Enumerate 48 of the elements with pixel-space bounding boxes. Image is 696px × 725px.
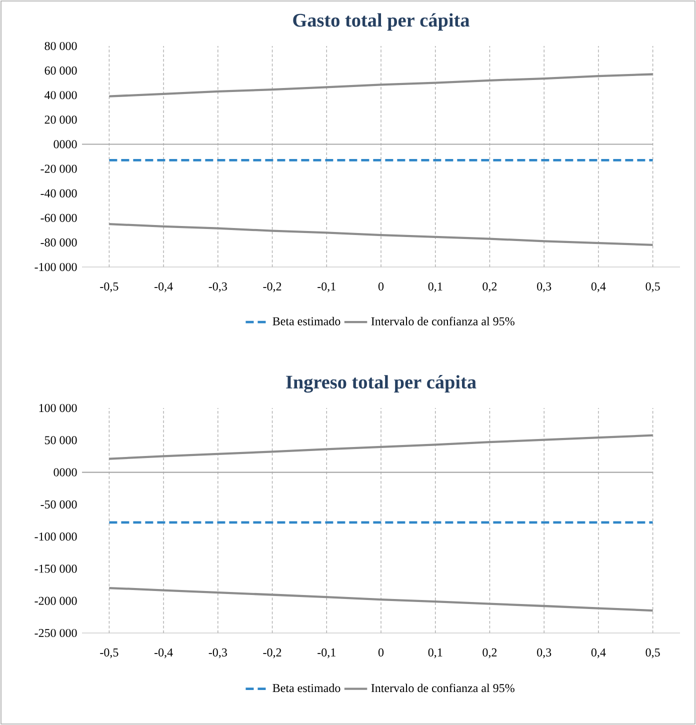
x-tick-label: -0,4 (154, 282, 173, 292)
y-tick-label: -150 000 (34, 564, 77, 573)
legend-label: Intervalo de confianza al 95% (371, 684, 514, 692)
x-tick-label: 0,4 (591, 282, 606, 292)
x-tick-label: 0 (378, 282, 384, 290)
y-tick-label: 0000 (54, 468, 77, 476)
y-tick-label: 80 000 (44, 42, 77, 50)
y-tick-label: 20 000 (44, 116, 77, 124)
x-tick-label: -0,4 (154, 648, 173, 658)
x-tick-label: -0,3 (208, 282, 227, 292)
line-series (108, 73, 654, 98)
x-tick-label: -0,3 (208, 648, 227, 658)
x-tick-label: 0,3 (537, 282, 552, 292)
y-tick-label: 40 000 (44, 91, 77, 100)
x-tick-label: 0,3 (537, 648, 552, 658)
x-tick-label: -0,1 (318, 648, 336, 658)
x-tick-label: 0,2 (482, 648, 497, 658)
y-tick-label: -100 000 (34, 262, 77, 272)
chart-title: Ingreso total per cápita (286, 375, 476, 393)
y-tick-label: -200 000 (34, 596, 77, 605)
y-tick-label: 50 000 (44, 436, 77, 444)
legend-label: Intervalo de confianza al 95% (371, 316, 514, 326)
x-tick-label: 0,2 (482, 282, 497, 292)
y-tick-label: 100 000 (39, 404, 77, 412)
x-tick-label: 0,1 (428, 648, 442, 658)
x-tick-label: 0,1 (428, 282, 442, 292)
x-tick-label: 0,5 (646, 648, 660, 658)
x-tick-label: 0 (378, 648, 384, 656)
y-tick-label: -60 000 (40, 214, 77, 222)
y-tick-label: -80 000 (40, 238, 77, 247)
x-tick-label: -0,5 (100, 282, 118, 292)
x-tick-label: -0,2 (263, 282, 282, 292)
y-tick-label: -250 000 (34, 628, 77, 638)
chart-title: Gasto total per cápita (293, 13, 470, 31)
x-tick-label: -0,5 (100, 648, 118, 658)
x-tick-label: -0,1 (318, 282, 336, 292)
y-tick-label: 60 000 (44, 66, 77, 75)
x-tick-label: 0,4 (591, 648, 606, 658)
y-tick-label: -40 000 (40, 189, 77, 198)
legend-label: Beta estimado (272, 684, 340, 692)
x-tick-label: -0,2 (263, 648, 282, 658)
line-series (108, 434, 654, 460)
y-tick-label: 0000 (54, 140, 77, 148)
y-tick-label: -20 000 (40, 164, 77, 173)
y-tick-label: -100 000 (34, 532, 77, 541)
x-tick-label: 0,5 (646, 282, 660, 292)
y-tick-label: -50 000 (40, 500, 77, 508)
legend-label: Beta estimado (272, 316, 340, 326)
